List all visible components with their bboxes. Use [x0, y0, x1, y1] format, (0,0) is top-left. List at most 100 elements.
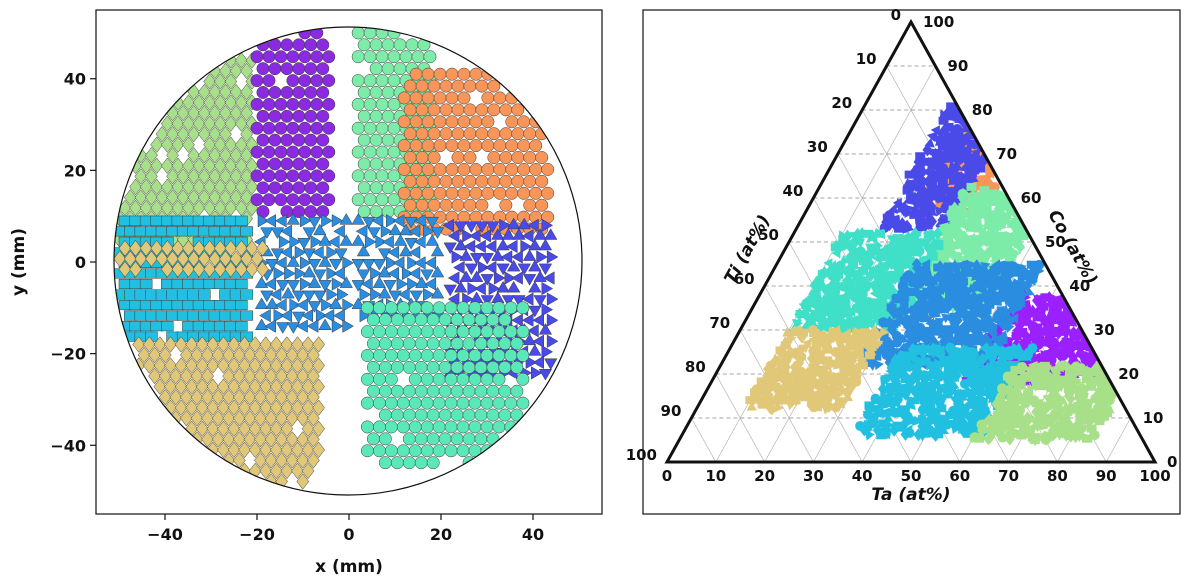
- ternary-marker: [976, 191, 987, 200]
- wafer-marker: [424, 256, 437, 270]
- wafer-marker: [486, 360, 500, 374]
- ternary-marker: [895, 423, 906, 432]
- wafer-marker: [256, 157, 270, 171]
- wafer-marker: [445, 186, 459, 200]
- wafer-marker: [516, 396, 530, 410]
- wafer-marker: [463, 79, 477, 93]
- wafer-marker: [161, 215, 174, 226]
- wafer-marker: [456, 444, 470, 458]
- wafer-marker: [270, 462, 283, 480]
- ternary-marker: [1022, 351, 1032, 362]
- ternary-marker: [767, 370, 778, 381]
- wafer-marker: [520, 239, 532, 254]
- wafer-marker: [298, 97, 312, 111]
- ternary-marker: [933, 425, 944, 436]
- wafer-marker: [139, 178, 153, 196]
- ternary-marker: [866, 346, 877, 356]
- wafer-marker: [450, 360, 464, 374]
- wafer-marker: [235, 321, 248, 332]
- ternary-ticks: 0001010102020203030304040405050506060607…: [626, 6, 1178, 485]
- ternary-marker: [1086, 376, 1097, 385]
- ternary-marker: [978, 407, 989, 416]
- wafer-marker: [533, 228, 547, 240]
- wafer-marker: [533, 270, 547, 282]
- wafer-marker: [390, 408, 404, 422]
- ternary-marker: [980, 194, 990, 206]
- wafer-marker: [300, 256, 312, 270]
- ternary-marker: [898, 333, 909, 344]
- ternary-marker: [1008, 425, 1019, 436]
- wafer-marker: [312, 357, 325, 374]
- ternary-marker: [983, 218, 994, 232]
- ternary-marker: [780, 359, 791, 369]
- ternary-marker: [1063, 389, 1074, 403]
- wafer-marker: [420, 420, 434, 434]
- wafer-marker: [213, 300, 227, 311]
- wafer-marker: [129, 321, 142, 332]
- wafer-marker: [182, 94, 195, 111]
- ternary-marker: [808, 336, 820, 347]
- ternary-marker: [1057, 375, 1068, 384]
- ternary-marker: [828, 269, 840, 279]
- ternary-marker: [789, 326, 799, 337]
- ternary-marker: [890, 348, 901, 357]
- wafer-marker: [425, 234, 439, 246]
- ternary-marker: [858, 266, 869, 275]
- wafer-marker: [501, 295, 516, 307]
- wafer-marker: [498, 313, 512, 327]
- ternary-marker: [975, 318, 986, 328]
- wafer-marker: [280, 399, 294, 416]
- ternary-marker: [931, 344, 942, 353]
- wafer-marker: [463, 127, 477, 141]
- ternary-marker: [960, 310, 970, 321]
- ternary-marker: [880, 285, 891, 296]
- wafer-marker: [442, 218, 455, 233]
- ternary-marker: [999, 412, 1010, 422]
- wafer-marker: [387, 245, 400, 260]
- wafer-marker: [327, 235, 340, 249]
- ternary-marker: [812, 343, 823, 354]
- wafer-marker: [195, 399, 209, 416]
- ternary-marker: [1017, 327, 1028, 336]
- ternary-marker: [943, 123, 954, 132]
- wafer-marker: [198, 189, 211, 206]
- ternary-marker: [808, 325, 819, 336]
- wafer-marker: [443, 242, 457, 255]
- ternary-marker: [946, 187, 957, 196]
- wafer-marker: [182, 321, 195, 332]
- ternary-marker: [972, 224, 983, 233]
- wafer-marker: [182, 261, 195, 278]
- wafer-marker: [322, 121, 336, 135]
- ternary-marker: [1086, 424, 1097, 433]
- wafer-marker: [450, 337, 464, 351]
- wafer-marker: [192, 240, 206, 257]
- ternary-marker: [984, 295, 995, 304]
- wafer-marker: [469, 115, 483, 129]
- wafer-marker: [134, 226, 148, 237]
- wafer-marker: [372, 276, 387, 288]
- wafer-marker: [401, 266, 414, 281]
- wafer-marker: [298, 50, 312, 64]
- ternary-marker: [915, 152, 926, 161]
- wafer-marker: [286, 121, 300, 135]
- ternary-marker: [863, 229, 874, 238]
- wafer-marker: [206, 378, 220, 395]
- wafer-marker: [280, 38, 294, 52]
- wafer-marker: [451, 250, 464, 264]
- ternary-marker: [951, 266, 962, 277]
- wafer-marker: [254, 452, 267, 469]
- wafer-marker: [426, 408, 440, 422]
- x-tick-label: 20: [430, 525, 452, 544]
- wafer-marker: [360, 372, 374, 386]
- ternary-marker: [1055, 299, 1066, 308]
- ti-tick-label: 70: [709, 314, 730, 332]
- ternary-marker: [782, 327, 793, 337]
- wafer-marker: [444, 301, 458, 315]
- co-tick-label: 50: [1045, 233, 1066, 251]
- ternary-marker: [905, 314, 916, 325]
- wafer-marker: [454, 280, 468, 293]
- wafer-marker: [235, 52, 248, 69]
- wafer-marker: [143, 357, 156, 374]
- ternary-marker: [808, 402, 819, 413]
- wafer-marker: [160, 115, 174, 132]
